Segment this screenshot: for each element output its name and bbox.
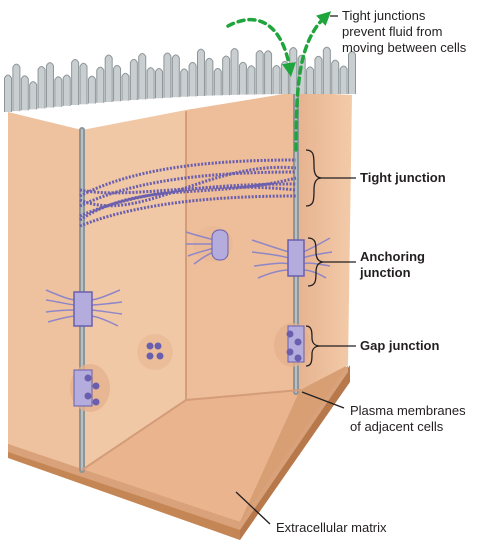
microvillus xyxy=(196,48,205,97)
anchoring-junction-label: Anchoring junction xyxy=(360,249,425,280)
microvillus xyxy=(71,58,80,106)
microvillus xyxy=(180,68,189,97)
fluid-arrow-icon xyxy=(226,11,332,152)
microvillus xyxy=(247,65,256,95)
microvillus xyxy=(230,47,239,95)
microvillus xyxy=(62,74,71,106)
microvillus xyxy=(155,68,164,99)
anchoring-junction-right xyxy=(251,237,333,279)
microvillus xyxy=(322,46,331,94)
microvillus xyxy=(138,53,147,100)
microvillus xyxy=(205,57,214,96)
plasma-membranes-label: Plasma membranes of adjacent cells xyxy=(350,403,466,434)
microvillus xyxy=(272,65,281,95)
microvillus xyxy=(20,75,29,111)
microvillus xyxy=(306,66,315,94)
leader-lines xyxy=(235,15,356,525)
anchoring-junction-face xyxy=(185,226,233,265)
microvillus xyxy=(222,55,231,96)
microvillus xyxy=(280,60,289,95)
microvillus xyxy=(104,54,113,102)
microvillus xyxy=(188,61,197,97)
microvillus xyxy=(163,52,172,98)
microvillus xyxy=(171,54,180,98)
gap-junction-label: Gap junction xyxy=(360,338,440,353)
microvillus xyxy=(4,74,12,112)
microvillus xyxy=(113,64,122,102)
cell-block xyxy=(8,92,352,530)
tight-junction-strands xyxy=(79,158,297,228)
fluid-note-label: Tight junctions prevent fluid from movin… xyxy=(342,8,467,55)
microvillus xyxy=(37,66,46,109)
microvillus xyxy=(264,50,273,95)
microvillus xyxy=(129,58,138,100)
microvillus xyxy=(54,76,63,107)
microvillus xyxy=(146,67,155,99)
microvilli xyxy=(4,46,356,112)
gap-junction-face xyxy=(137,334,173,370)
gap-junction-right xyxy=(274,323,310,367)
microvillus xyxy=(96,66,105,103)
microvillus xyxy=(314,55,323,94)
anchoring-junction-left xyxy=(45,289,123,327)
microvillus xyxy=(255,50,264,95)
microvillus xyxy=(45,62,54,108)
microvillus xyxy=(331,59,340,94)
microvillus xyxy=(213,67,222,96)
microvillus xyxy=(348,50,356,94)
tight-junction-label: Tight junction xyxy=(360,170,446,185)
microvillus xyxy=(121,72,130,101)
extracellular-matrix-label: Extracellular matrix xyxy=(276,520,387,535)
microvillus xyxy=(29,81,38,110)
microvillus xyxy=(79,62,88,105)
microvillus xyxy=(12,63,21,112)
microvillus xyxy=(238,61,247,95)
microvillus xyxy=(339,65,348,94)
microvillus xyxy=(87,75,96,104)
gap-junction-left xyxy=(70,364,110,412)
